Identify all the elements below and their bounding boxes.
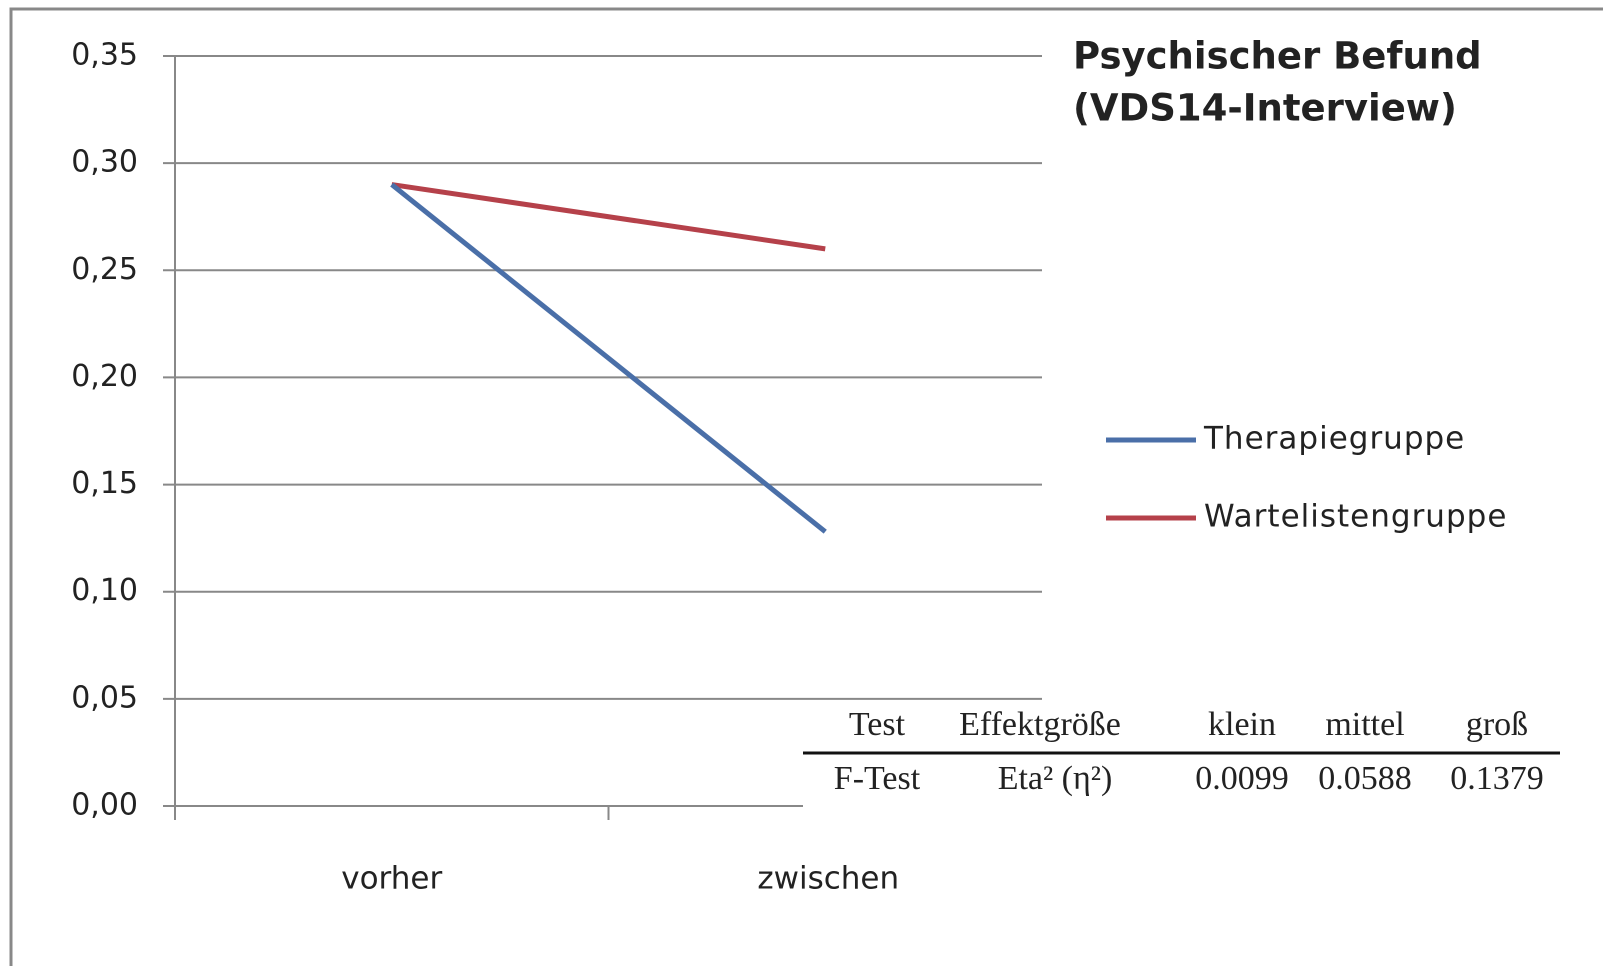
y-tick-label: 0,15 <box>71 466 138 501</box>
y-tick-label: 0,25 <box>71 252 138 287</box>
y-tick-label: 0,30 <box>71 145 138 180</box>
table-cell: Eta² (η²) <box>998 760 1113 797</box>
table-background <box>803 700 1568 830</box>
y-tick-label: 0,10 <box>71 573 138 608</box>
table-cell: 0.0099 <box>1195 760 1289 797</box>
series-line <box>391 182 826 252</box>
table-cell: 0.0588 <box>1318 760 1412 797</box>
chart-title: Psychischer Befund <box>1073 35 1482 78</box>
table-cell: 0.1379 <box>1450 760 1544 797</box>
legend-label: Wartelistengruppe <box>1204 499 1507 535</box>
y-tick-label: 0,20 <box>71 359 138 394</box>
legend-label: Therapiegruppe <box>1203 421 1465 457</box>
table-header: mittel <box>1325 706 1404 743</box>
x-tick-label: vorher <box>341 861 442 897</box>
chart-title: (VDS14-Interview) <box>1073 87 1457 130</box>
y-tick-label: 0,05 <box>71 680 138 715</box>
frame <box>9 7 1603 966</box>
table-cell: F-Test <box>834 760 921 797</box>
y-tick-label: 0,35 <box>71 38 138 73</box>
x-tick-label: zwischen <box>757 861 899 897</box>
table-header: Test <box>849 706 906 743</box>
table-header: Effektgröße <box>959 706 1121 743</box>
table-header: groß <box>1466 706 1528 743</box>
table-header: klein <box>1208 706 1276 743</box>
series-line <box>390 182 827 534</box>
y-tick-label: 0,00 <box>71 788 138 823</box>
